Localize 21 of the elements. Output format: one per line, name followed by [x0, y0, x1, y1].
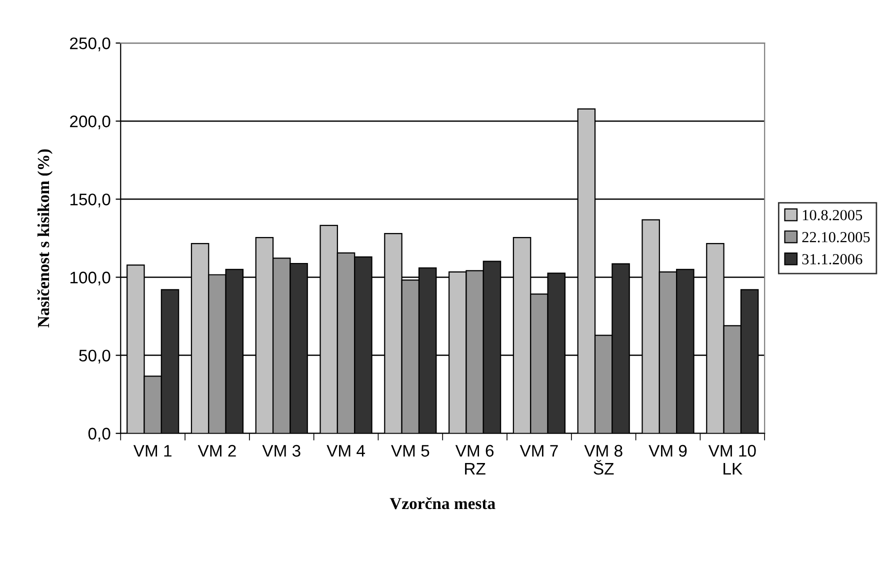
legend-label: 31.1.2006 [802, 254, 862, 264]
y-axis-title: Nasičenost s kisikom (%) [37, 149, 53, 328]
x-tick-label: VM 2 [198, 444, 236, 457]
x-tick-label: VM 9 [648, 444, 687, 457]
y-tick-label: 150,0 [70, 194, 110, 208]
y-tick-label: 50,0 [79, 350, 110, 364]
y-tick-label: 200,0 [70, 116, 110, 130]
y-tick-label: 0,0 [88, 428, 110, 442]
x-axis-title: Vzorčna mesta [390, 497, 496, 510]
y-tick-label: 250,0 [70, 37, 110, 52]
x-tick-label: VM 6 RZ [455, 444, 494, 475]
y-tick-label: 100,0 [70, 272, 110, 286]
x-tick-label: VM 5 [391, 445, 430, 457]
legend-label: 22.10.2005 [802, 232, 870, 242]
x-tick-label: VM 4 [326, 445, 365, 457]
x-tick-label: VM 7 [520, 445, 558, 457]
x-tick-label: VM 8 ŠZ [584, 444, 622, 475]
x-tick-label: VM 1 [133, 445, 172, 457]
x-tick-label: VM 10 LK [708, 444, 756, 475]
x-tick-label: VM 3 [262, 444, 300, 457]
legend-label: 10.8.2005 [802, 210, 862, 220]
